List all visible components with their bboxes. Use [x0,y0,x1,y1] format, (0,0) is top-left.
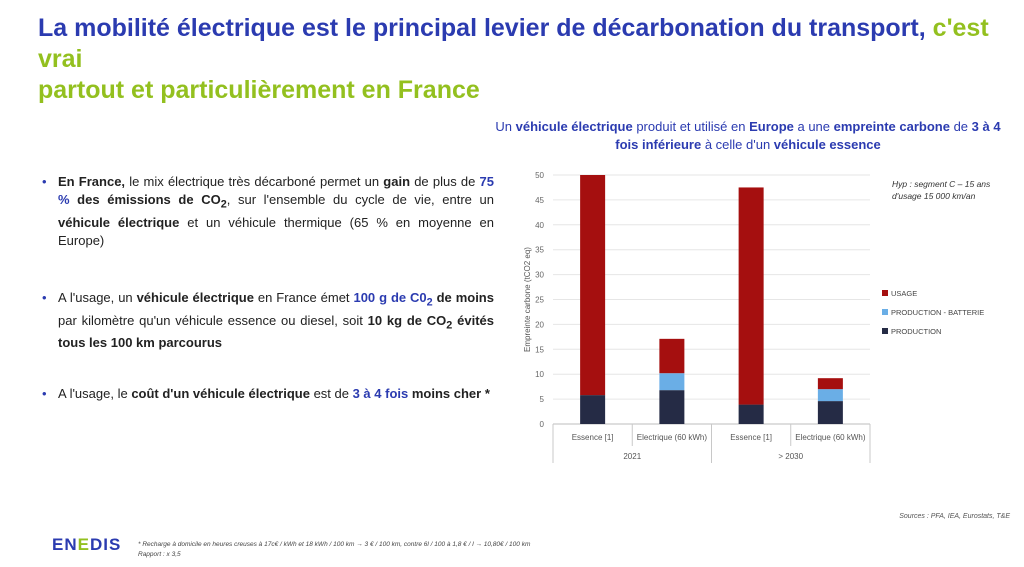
bullet-france-gain: En France, le mix électrique très décarb… [42,173,494,289]
y-tick-label: 40 [535,221,544,230]
bar-segment [738,404,764,424]
title-part-line2: partout et particulièrement en France [38,76,480,104]
legend-swatch [882,290,888,296]
bar-segment [817,389,843,402]
y-tick-label: 45 [535,196,544,205]
bar-segment [659,373,685,391]
y-axis-label: Empreinte carbone (tCO2 eq) [523,247,532,352]
y-tick-label: 50 [535,171,544,180]
bar-segment [659,338,685,374]
legend-label: PRODUCTION - BATTERIE [891,308,984,317]
x-tick-label: Essence [1] [730,433,772,442]
bullet-usage-cost: A l'usage, le coût d'un véhicule électri… [42,385,494,403]
title-part-main: La mobilité électrique est le principal … [38,14,926,42]
y-tick-label: 25 [535,296,544,305]
y-tick-label: 10 [535,370,544,379]
bar-segment [817,378,843,390]
y-tick-label: 35 [535,246,544,255]
x-tick-label: Essence [1] [572,433,614,442]
group-label: > 2030 [778,452,803,461]
bullet-list: En France, le mix électrique très décarb… [42,173,494,403]
legend-swatch [882,328,888,334]
legend-label: PRODUCTION [891,327,941,336]
enedis-logo: ENEDIS [52,535,122,554]
bar-segment [659,390,685,424]
y-tick-label: 0 [540,420,545,429]
chart-caption: Un véhicule électrique produit et utilis… [495,119,1001,152]
sources-note: Sources : PFA, IEA, Eurostats, T&E [899,513,1010,520]
group-label: 2021 [623,452,641,461]
footnote-line-1: * Recharge à domicile en heures creuses … [138,541,531,548]
bar-segment [580,175,606,396]
bar-segment [738,187,764,405]
slide-title: La mobilité électrique est le principal … [38,13,1018,106]
title-part-accent: c'est vrai [38,14,989,73]
bullet-usage-emissions: A l'usage, un véhicule électrique en Fra… [42,289,494,385]
x-tick-label: Electrique (60 kWh) [637,433,708,442]
bar-segment [580,395,606,424]
y-tick-label: 30 [535,271,544,280]
y-tick-label: 20 [535,320,544,329]
hypothesis-note: Hyp : segment C – 15 ans d'usage 15 000 … [892,179,991,201]
legend-label: USAGE [891,289,917,298]
footnote: * Recharge à domicile en heures creuses … [138,540,738,560]
x-tick-label: Electrique (60 kWh) [795,433,866,442]
y-tick-label: 5 [540,395,545,404]
y-tick-label: 15 [535,345,544,354]
legend-swatch [882,309,888,315]
footnote-line-2: Rapport : x 3,5 [138,551,181,558]
bar-segment [817,401,843,424]
